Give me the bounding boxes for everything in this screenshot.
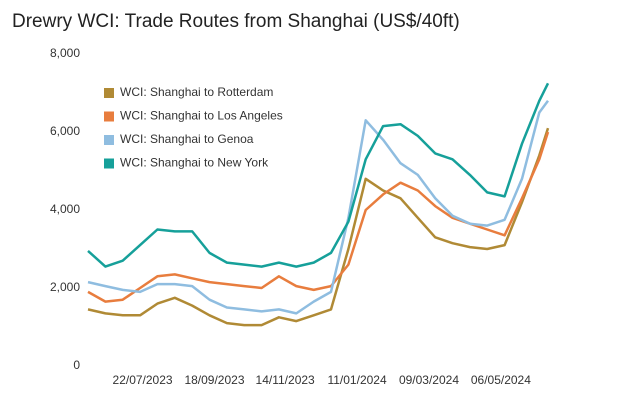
y-tick-label: 8,000 bbox=[50, 46, 80, 60]
legend-swatch bbox=[104, 88, 114, 98]
legend-swatch bbox=[104, 135, 114, 145]
x-tick-label: 06/05/2024 bbox=[471, 373, 531, 387]
series-line bbox=[87, 131, 550, 303]
series-line bbox=[87, 100, 550, 315]
legend-swatch bbox=[104, 158, 114, 169]
x-tick-label: 14/11/2023 bbox=[256, 373, 315, 387]
y-tick-label: 0 bbox=[73, 358, 80, 372]
legend-label: WCI: Shanghai to Los Angeles bbox=[120, 109, 283, 123]
legend-label: WCI: Shanghai to New York bbox=[120, 156, 269, 170]
legend-label: WCI: Shanghai to Genoa bbox=[120, 132, 254, 146]
series-line bbox=[87, 127, 550, 327]
series-line bbox=[87, 82, 550, 268]
x-tick-label: 22/07/2023 bbox=[113, 373, 173, 387]
x-tick-label: 09/03/2024 bbox=[399, 373, 459, 387]
legend-swatch bbox=[104, 111, 114, 122]
y-tick-label: 2,000 bbox=[50, 280, 80, 294]
legend-label: WCI: Shanghai to Rotterdam bbox=[120, 85, 273, 99]
y-tick-label: 4,000 bbox=[50, 202, 80, 216]
chart-title: Drewry WCI: Trade Routes from Shanghai (… bbox=[12, 11, 460, 32]
y-tick-label: 6,000 bbox=[50, 124, 80, 138]
x-tick-label: 11/01/2024 bbox=[327, 373, 386, 387]
x-tick-label: 18/09/2023 bbox=[184, 373, 244, 387]
